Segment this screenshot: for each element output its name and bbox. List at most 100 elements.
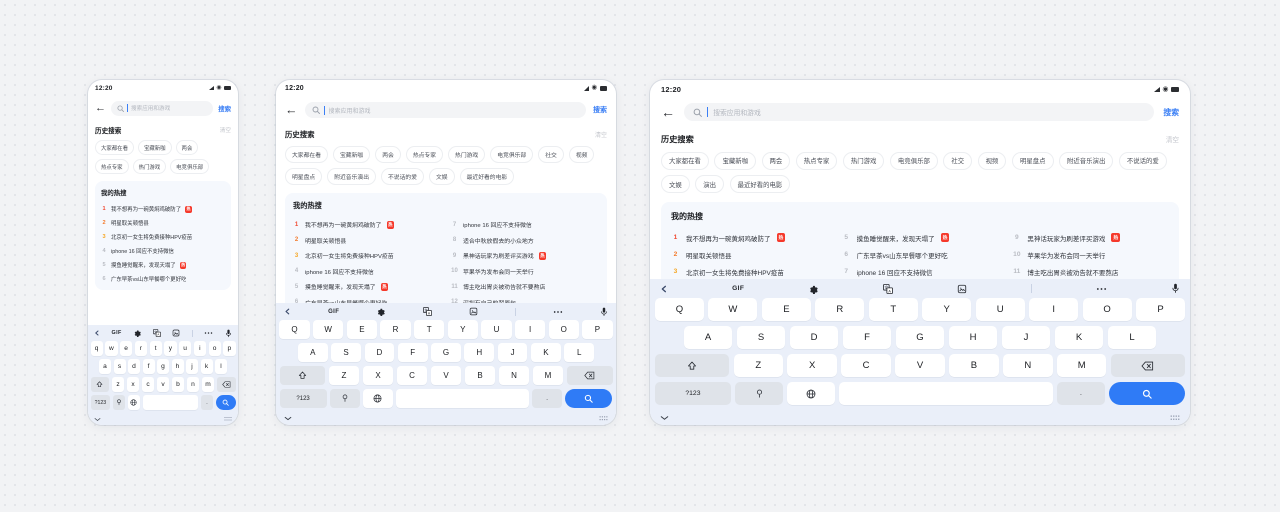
key-t[interactable]: T: [414, 320, 445, 339]
sticker-icon[interactable]: [172, 329, 180, 337]
history-chip[interactable]: 文娱: [661, 175, 690, 194]
key-i[interactable]: I: [1029, 298, 1079, 321]
hot-list-item[interactable]: 8 适合中秋放假去的小众地方: [451, 233, 599, 249]
key-a[interactable]: a: [99, 359, 111, 374]
key-w[interactable]: W: [708, 298, 758, 321]
history-chip[interactable]: 热点专家: [95, 159, 129, 175]
key-w[interactable]: W: [313, 320, 344, 339]
microphone-icon[interactable]: [600, 307, 608, 317]
history-chip[interactable]: 演出: [695, 175, 725, 194]
hot-list-item[interactable]: 4 iphone 16 回应不支持微信: [101, 244, 225, 258]
sticker-icon[interactable]: [469, 307, 478, 316]
arrow-left-icon[interactable]: ←: [285, 102, 298, 117]
key-b[interactable]: B: [949, 354, 999, 377]
key-j[interactable]: J: [497, 343, 528, 362]
enter-search-key[interactable]: [565, 389, 613, 408]
numeric-switch-key[interactable]: ?123: [90, 395, 111, 410]
history-chip[interactable]: 电竞俱乐部: [170, 159, 210, 175]
history-chip[interactable]: 两会: [375, 146, 401, 163]
microphone-icon[interactable]: [1171, 283, 1180, 294]
hot-list-item[interactable]: 3 北京初一女生将免费接种HPV疫苗: [671, 263, 828, 279]
key-a[interactable]: A: [297, 343, 328, 362]
hot-list-item[interactable]: 9 黑神话玩家为刷差评买游戏 热: [1012, 229, 1169, 246]
microphone-icon[interactable]: [225, 329, 232, 338]
chevron-down-icon[interactable]: [284, 416, 292, 421]
hot-list-item[interactable]: 6 广东早茶vs山东早餐哪个更好吃: [293, 295, 441, 303]
key-e[interactable]: E: [346, 320, 377, 339]
key-f[interactable]: F: [397, 343, 428, 362]
search-submit-button[interactable]: 搜索: [1163, 107, 1179, 117]
more-icon[interactable]: [204, 331, 213, 335]
key-k[interactable]: k: [200, 359, 213, 374]
key-s[interactable]: S: [736, 326, 786, 349]
key-o[interactable]: O: [1082, 298, 1132, 321]
arrow-left-icon[interactable]: ←: [95, 101, 106, 114]
hot-list-item[interactable]: 9 黑神话玩家为刷差评买游戏 热: [451, 248, 599, 264]
sticker-icon[interactable]: [957, 284, 967, 294]
search-submit-button[interactable]: 搜索: [218, 105, 231, 113]
key-t[interactable]: T: [868, 298, 918, 321]
key-t[interactable]: t: [149, 341, 162, 356]
key-q[interactable]: Q: [654, 298, 704, 321]
key-l[interactable]: l: [215, 359, 227, 374]
key-x[interactable]: x: [126, 377, 140, 392]
hot-list-item[interactable]: 1 我不想再为一碗黄焖鸡破防了 热: [293, 217, 441, 233]
key-m[interactable]: m: [201, 377, 215, 392]
history-chip[interactable]: 明星盘点: [1011, 152, 1054, 170]
key-v[interactable]: v: [156, 377, 170, 392]
key-p[interactable]: P: [582, 320, 613, 339]
hot-list-item[interactable]: 2 明星取关顿悟县: [293, 233, 441, 249]
chevron-left-icon[interactable]: [94, 330, 100, 336]
keyboard-resize-icon[interactable]: [224, 416, 232, 422]
history-chip[interactable]: 电竞俱乐部: [889, 152, 938, 170]
history-chip[interactable]: 热门游戏: [842, 152, 885, 170]
chevron-down-icon[interactable]: [660, 415, 669, 421]
key-c[interactable]: c: [141, 377, 155, 392]
space-key[interactable]: [396, 389, 529, 408]
key-z[interactable]: Z: [328, 366, 360, 385]
key-c[interactable]: C: [841, 354, 891, 377]
hot-list-item[interactable]: 10 苹果华为发布会同一天举行: [1012, 246, 1169, 263]
backspace-icon[interactable]: [566, 366, 613, 385]
history-chip[interactable]: 社交: [943, 152, 973, 170]
shift-icon[interactable]: [90, 377, 110, 392]
key-q[interactable]: Q: [279, 320, 310, 339]
history-chip[interactable]: 热点专家: [405, 146, 444, 163]
key-z[interactable]: Z: [733, 354, 783, 377]
history-chip[interactable]: 大家都在看: [661, 152, 709, 170]
key-w[interactable]: w: [105, 341, 118, 356]
key-y[interactable]: y: [164, 341, 177, 356]
hot-list-item[interactable]: 2 明星取关顿悟县: [101, 216, 225, 230]
space-key[interactable]: [142, 395, 199, 410]
key-o[interactable]: o: [208, 341, 221, 356]
key-z[interactable]: z: [111, 377, 125, 392]
backspace-icon[interactable]: [1110, 354, 1186, 377]
hot-list-item[interactable]: 3 北京初一女生将免费接种HPV疫苗: [293, 248, 441, 264]
key-r[interactable]: R: [380, 320, 411, 339]
history-chip[interactable]: 两会: [761, 152, 791, 170]
history-chip[interactable]: 视频: [568, 146, 595, 163]
key-h[interactable]: h: [171, 359, 184, 374]
shift-icon[interactable]: [654, 354, 730, 377]
key-s[interactable]: s: [113, 359, 126, 374]
key-m[interactable]: M: [532, 366, 564, 385]
globe-icon[interactable]: [363, 389, 393, 408]
history-chip[interactable]: 大家都在看: [95, 140, 134, 156]
key-k[interactable]: K: [530, 343, 561, 362]
search-input[interactable]: 搜索应用和游戏: [684, 103, 1155, 121]
emoji-icon[interactable]: [330, 389, 360, 408]
history-chip[interactable]: 不说话的爱: [381, 168, 424, 185]
numeric-switch-key[interactable]: ?123: [654, 382, 731, 405]
key-n[interactable]: N: [1003, 354, 1053, 377]
hot-list-item[interactable]: 4 iphone 16 回应不支持微信: [293, 264, 441, 280]
hot-list-item[interactable]: 3 北京初一女生将免费接种HPV疫苗: [101, 230, 225, 244]
key-r[interactable]: r: [134, 341, 147, 356]
more-icon[interactable]: [1096, 287, 1107, 291]
gif-icon[interactable]: GIF: [328, 308, 340, 315]
key-q[interactable]: q: [90, 341, 103, 356]
clear-history-button[interactable]: 清空: [594, 133, 607, 139]
emoji-icon[interactable]: [112, 395, 126, 410]
key-u[interactable]: u: [179, 341, 192, 356]
